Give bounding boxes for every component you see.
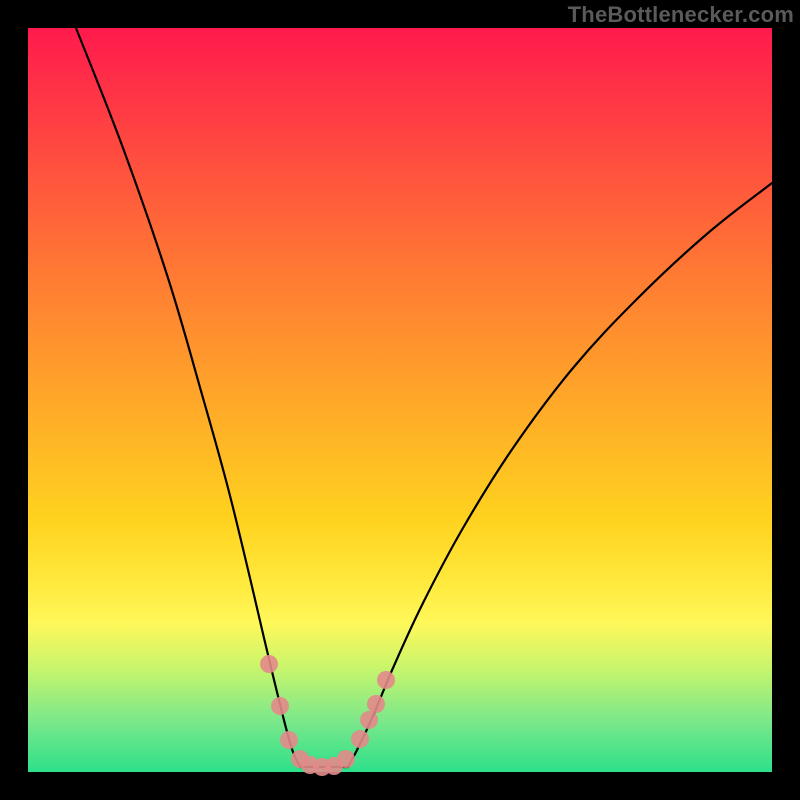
data-marker [377, 671, 395, 689]
data-marker [351, 730, 369, 748]
watermark-text: TheBottlenecker.com [568, 2, 794, 28]
data-marker [280, 731, 298, 749]
data-marker [367, 695, 385, 713]
bottleneck-curve [76, 28, 772, 767]
data-marker [360, 711, 378, 729]
chart-overlay-svg [0, 0, 800, 800]
data-marker [337, 750, 355, 768]
data-marker [260, 655, 278, 673]
chart-frame: TheBottlenecker.com [0, 0, 800, 800]
data-marker [271, 697, 289, 715]
